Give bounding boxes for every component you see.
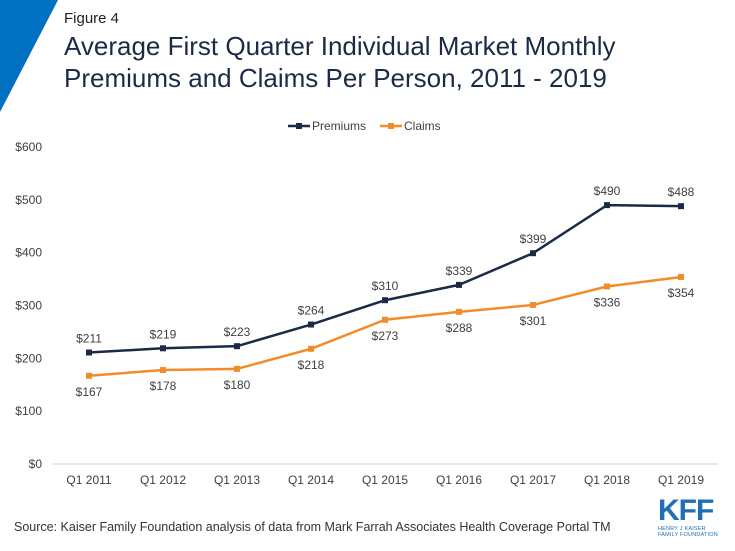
data-label-premiums: $219 (150, 327, 177, 341)
data-point-claims (678, 273, 684, 280)
x-tick-label: Q1 2016 (436, 473, 482, 487)
data-point-premiums (86, 349, 92, 356)
data-point-claims (604, 283, 610, 290)
data-point-claims (86, 372, 92, 379)
logo-wordmark: KFF (658, 494, 714, 527)
figure-label: Figure 4 (64, 10, 120, 27)
data-point-claims (382, 316, 388, 323)
data-label-premiums: $211 (76, 332, 102, 346)
source-note: Source: Kaiser Family Foundation analysi… (14, 520, 611, 534)
chart-title-line-2: Premiums and Claims Per Person, 2011 - 2… (64, 63, 607, 93)
data-point-premiums (530, 250, 536, 257)
data-label-premiums: $488 (668, 185, 695, 199)
data-point-premiums (678, 203, 684, 210)
data-point-claims (234, 365, 240, 372)
data-point-premiums (382, 297, 388, 304)
x-tick-label: Q1 2014 (288, 473, 334, 487)
data-label-claims: $218 (298, 358, 325, 372)
data-label-claims: $288 (446, 321, 473, 335)
data-label-premiums: $264 (298, 304, 325, 318)
data-point-premiums (160, 345, 166, 352)
logo-subtitle-2: FAMILY FOUNDATION (658, 532, 718, 538)
legend-label-premiums: Premiums (312, 119, 366, 133)
data-point-claims (530, 301, 536, 308)
data-label-premiums: $490 (594, 184, 621, 198)
data-label-premiums: $339 (446, 264, 473, 278)
x-tick-label: Q1 2019 (658, 473, 704, 487)
legend-marker-claims (388, 123, 394, 129)
data-label-claims: $354 (668, 286, 695, 300)
data-point-premiums (308, 321, 314, 328)
y-tick-label: $300 (15, 299, 42, 313)
x-tick-label: Q1 2017 (510, 473, 556, 487)
y-tick-label: $0 (29, 457, 43, 471)
data-label-claims: $180 (224, 378, 251, 392)
chart-title-line-1: Average First Quarter Individual Market … (64, 31, 616, 61)
data-point-claims (308, 345, 314, 352)
data-point-premiums (604, 202, 610, 209)
x-tick-label: Q1 2015 (362, 473, 408, 487)
legend-marker-premiums (296, 123, 302, 129)
data-label-claims: $336 (594, 295, 621, 309)
data-point-premiums (456, 281, 462, 288)
x-tick-label: Q1 2018 (584, 473, 630, 487)
data-point-premiums (234, 343, 240, 350)
y-tick-label: $100 (15, 404, 42, 418)
x-tick-label: Q1 2013 (214, 473, 260, 487)
logo-subtitle-1: HENRY J KAISER (658, 526, 706, 532)
y-tick-label: $200 (15, 351, 42, 365)
data-label-claims: $301 (520, 314, 547, 328)
data-label-claims: $273 (372, 329, 399, 343)
data-label-premiums: $399 (520, 232, 547, 246)
data-point-claims (160, 366, 166, 373)
y-tick-label: $500 (15, 193, 42, 207)
data-label-premiums: $223 (224, 325, 251, 339)
corner-accent-shape (0, 0, 58, 112)
y-tick-label: $600 (15, 140, 42, 154)
chart-title: Average First Quarter Individual Market … (64, 30, 724, 94)
data-label-claims: $167 (76, 385, 103, 399)
legend-label-claims: Claims (404, 119, 441, 133)
kff-logo: KFF HENRY J KAISER FAMILY FOUNDATION (658, 496, 722, 544)
data-label-claims: $178 (150, 379, 177, 393)
data-point-claims (456, 308, 462, 315)
x-tick-label: Q1 2011 (66, 473, 111, 487)
y-tick-label: $400 (15, 246, 42, 260)
data-label-premiums: $310 (372, 279, 399, 293)
x-tick-label: Q1 2012 (140, 473, 186, 487)
